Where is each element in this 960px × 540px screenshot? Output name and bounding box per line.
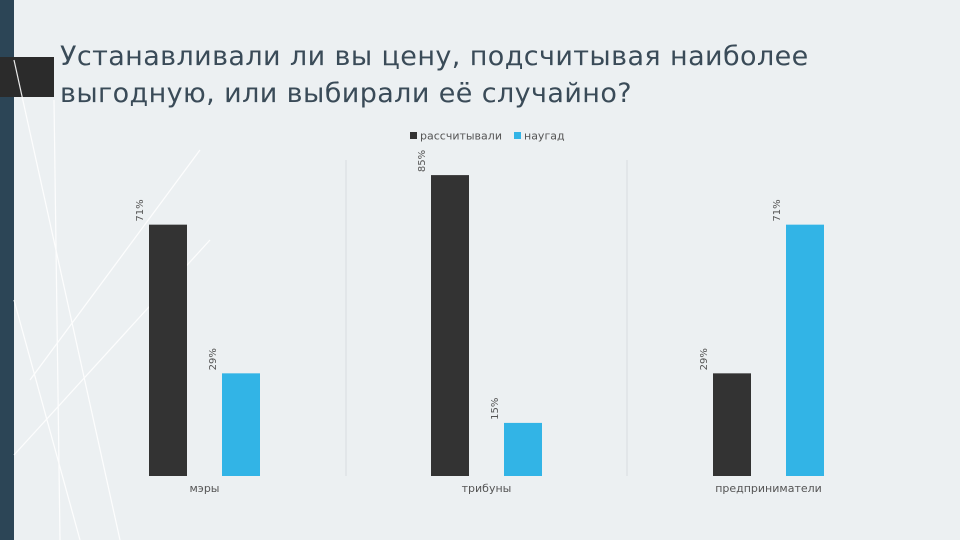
legend-swatch <box>410 132 417 139</box>
data-label: 71% <box>135 199 146 221</box>
slide-title: Устанавливали ли вы цену, подсчитывая на… <box>60 41 809 109</box>
title-marker <box>0 57 54 97</box>
data-label: 29% <box>699 348 710 370</box>
accent-sidebar <box>0 0 14 540</box>
legend-swatch <box>514 132 521 139</box>
category-label: предприниматели <box>715 482 822 495</box>
data-label: 85% <box>417 150 428 172</box>
data-label: 15% <box>490 398 501 420</box>
category-label: мэры <box>189 482 219 495</box>
bar-random-3 <box>786 224 824 476</box>
bar-random-2 <box>504 422 542 476</box>
data-label: 29% <box>208 348 219 370</box>
category-label: трибуны <box>462 482 512 495</box>
legend-label: наугад <box>524 130 565 143</box>
bar-calculated-2 <box>431 175 469 476</box>
bar-calculated-3 <box>713 373 751 476</box>
legend-label: рассчитывали <box>420 130 502 143</box>
bar-calculated-1 <box>149 224 187 476</box>
bar-random-1 <box>222 373 260 476</box>
data-label: 71% <box>772 199 783 221</box>
